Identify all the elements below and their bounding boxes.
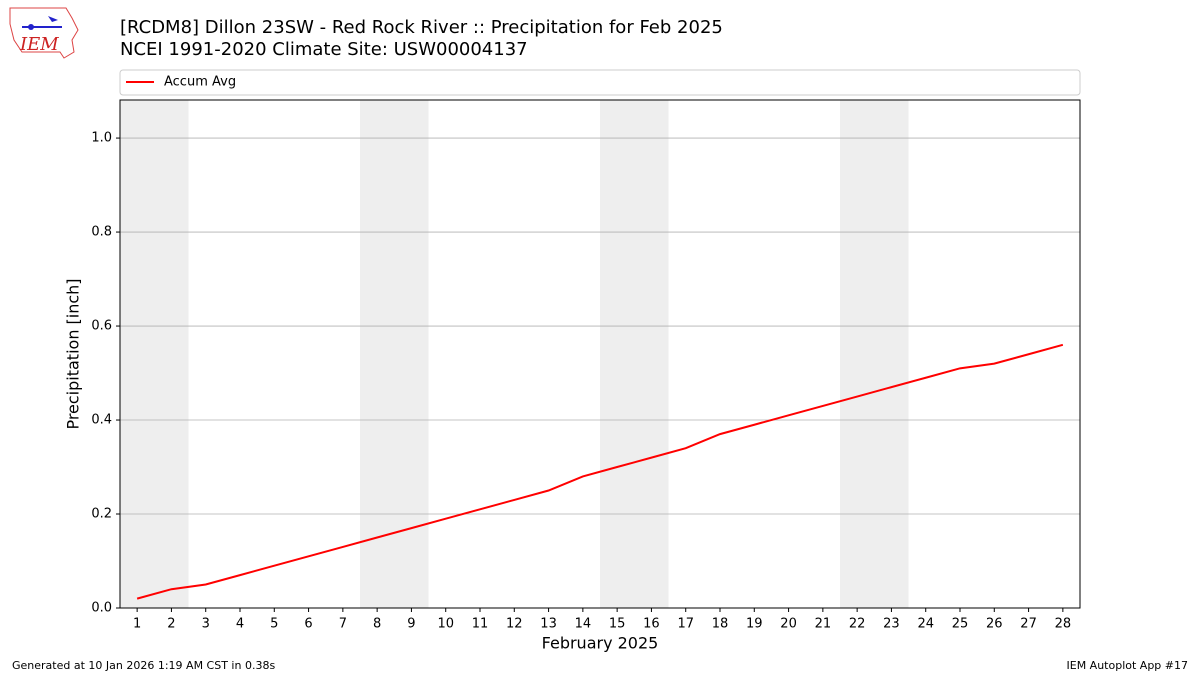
x-axis-label: February 2025 [542,634,659,653]
x-tick-label: 8 [373,617,381,632]
x-tick-label: 27 [1020,617,1037,632]
x-tick-label: 25 [952,617,969,632]
y-tick-label: 0.0 [91,601,112,616]
y-axis-label: Precipitation [inch] [64,278,83,429]
x-tick-label: 6 [304,617,312,632]
x-tick-label: 7 [339,617,347,632]
data-line [136,343,1064,600]
logo: IEM [9,7,79,59]
x-tick-label: 3 [202,617,210,632]
x-tick-label: 18 [712,617,729,632]
x-tick-label: 1 [133,617,141,632]
chart-title: [RCDM8] Dillon 23SW - Red Rock River :: … [120,17,723,38]
x-tick-label: 10 [437,617,454,632]
y-tick-label: 0.8 [91,225,112,240]
x-tick-label: 12 [506,617,523,632]
logo-text: IEM [19,34,59,55]
x-tick-label: 17 [677,617,694,632]
weekend-shade [360,100,429,608]
x-tick-label: 9 [407,617,415,632]
plot-frame [119,99,1081,609]
x-tick-label: 24 [917,617,934,632]
x-tick-label: 21 [815,617,832,632]
x-tick-label: 14 [575,617,592,632]
x-tick-label: 13 [540,617,557,632]
x-tick-label: 5 [270,617,278,632]
legend-box [119,69,1081,96]
x-tick-label: 23 [883,617,900,632]
x-tick-label: 11 [472,617,489,632]
y-tick-label: 0.4 [91,413,112,428]
x-tick-label: 16 [643,617,660,632]
x-tick-label: 22 [849,617,866,632]
x-tick-label: 19 [746,617,763,632]
x-tick-label: 28 [1055,617,1072,632]
chart-subtitle: NCEI 1991-2020 Climate Site: USW00004137 [120,39,528,60]
weekend-shade [120,100,189,608]
y-tick-label: 0.2 [91,507,112,522]
x-tick-label: 26 [986,617,1003,632]
weekend-shade [600,100,669,608]
y-tick-label: 0.6 [91,319,112,334]
x-tick-label: 4 [236,617,244,632]
y-tick-label: 1.0 [91,131,112,146]
weekend-shade [840,100,909,608]
legend-label: Accum Avg [164,75,236,90]
x-tick-label: 15 [609,617,626,632]
footer-left: Generated at 10 Jan 2026 1:19 AM CST in … [12,659,275,672]
x-tick-label: 2 [167,617,175,632]
x-tick-label: 20 [780,617,797,632]
footer-right: IEM Autoplot App #17 [1067,659,1189,672]
